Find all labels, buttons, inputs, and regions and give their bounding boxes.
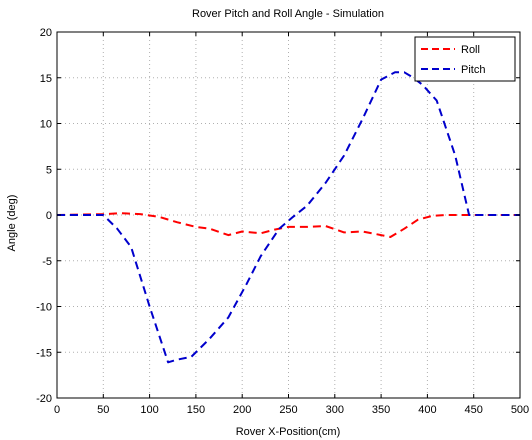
x-tick-label: 500 [511,404,529,416]
x-tick-label: 200 [233,404,251,416]
legend-box [414,36,516,82]
x-tick-label: 400 [418,404,436,416]
plot-series [56,71,520,364]
x-tick-label: 50 [97,404,109,416]
y-tick-label: 0 [46,210,52,222]
series-line-roll [56,212,520,238]
x-tick-label: 0 [54,404,60,416]
y-axis-title: Angle (deg) [6,195,18,252]
grid [57,32,520,398]
y-tick-label: -10 [36,302,52,314]
y-tick-label: 15 [40,73,52,85]
x-tick-label: 300 [326,404,344,416]
x-tick-label: 450 [465,404,483,416]
legend-label-pitch: Pitch [461,64,485,76]
x-tick-label: 350 [372,404,390,416]
legend-label-roll: Roll [461,44,480,56]
legend: Roll Pitch [414,36,516,82]
x-axis-title: Rover X-Position(cm) [236,426,341,438]
y-tick-label: -20 [36,393,52,405]
x-tick-label: 250 [279,404,297,416]
x-tick-label: 150 [187,404,205,416]
y-tick-label: 10 [40,119,52,131]
y-tick-label: -15 [36,347,52,359]
x-tick-label: 100 [140,404,158,416]
axis-ticks: 0 50 100 150 200 250 300 350 400 450 500-20-15-10-… [36,27,529,416]
chart-title: Rover Pitch and Roll Angle - Simulation [192,8,384,20]
series-line-pitch [57,71,520,364]
y-tick-label: 20 [40,27,52,39]
y-tick-label: -5 [42,256,52,268]
y-tick-label: 5 [46,164,52,176]
